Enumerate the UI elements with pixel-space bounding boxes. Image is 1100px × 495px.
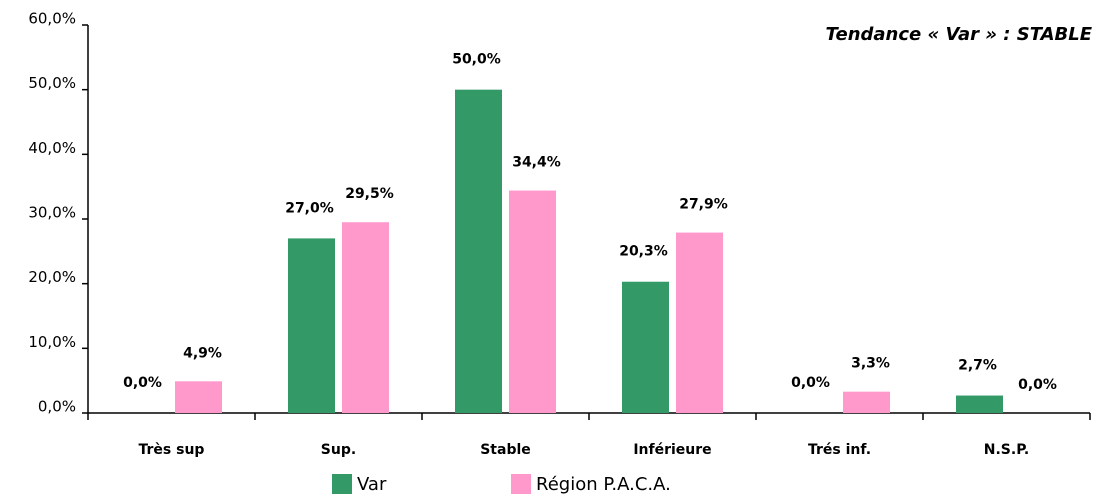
- data-label: 0,0%: [1018, 377, 1057, 393]
- x-tick-label: Inférieure: [633, 442, 711, 458]
- data-label: 0,0%: [791, 375, 830, 391]
- bar: [175, 381, 222, 413]
- bar: [455, 89, 502, 414]
- chart-title: Tendance « Var » : STABLE: [826, 24, 1093, 45]
- y-tick-label: 50,0%: [28, 74, 76, 92]
- data-label: 34,4%: [512, 155, 561, 171]
- bar: [956, 395, 1003, 413]
- data-label: 27,9%: [679, 197, 728, 213]
- legend-label: Var: [357, 474, 387, 495]
- y-tick-label: 0,0%: [38, 398, 76, 416]
- bar: [288, 238, 335, 413]
- x-tick-label: Sup.: [321, 442, 356, 458]
- data-label: 50,0%: [452, 52, 501, 68]
- bar: [342, 222, 389, 413]
- data-label: 29,5%: [345, 186, 394, 202]
- x-tick-label: Trés inf.: [808, 442, 871, 458]
- data-label: 0,0%: [123, 375, 162, 391]
- data-label: 27,0%: [285, 200, 334, 216]
- data-label: 4,9%: [183, 345, 222, 361]
- data-label: 20,3%: [619, 244, 668, 260]
- bar: [622, 281, 669, 413]
- y-tick-label: 10,0%: [28, 333, 76, 351]
- x-tick-label: Très sup: [139, 442, 205, 458]
- y-tick-label: 60,0%: [28, 10, 76, 28]
- x-tick-label: Stable: [480, 442, 531, 458]
- x-tick-label: N.S.P.: [984, 442, 1029, 458]
- bar: [509, 190, 556, 413]
- legend-swatch: [332, 474, 352, 494]
- y-tick-label: 30,0%: [28, 204, 76, 222]
- data-label: 3,3%: [851, 356, 890, 372]
- data-label: 2,7%: [958, 358, 997, 374]
- bar: [676, 232, 723, 413]
- legend-label: Région P.A.C.A.: [536, 474, 671, 495]
- legend-swatch: [511, 474, 531, 494]
- y-tick-label: 20,0%: [28, 268, 76, 286]
- y-tick-label: 40,0%: [28, 139, 76, 157]
- bar: [843, 391, 890, 413]
